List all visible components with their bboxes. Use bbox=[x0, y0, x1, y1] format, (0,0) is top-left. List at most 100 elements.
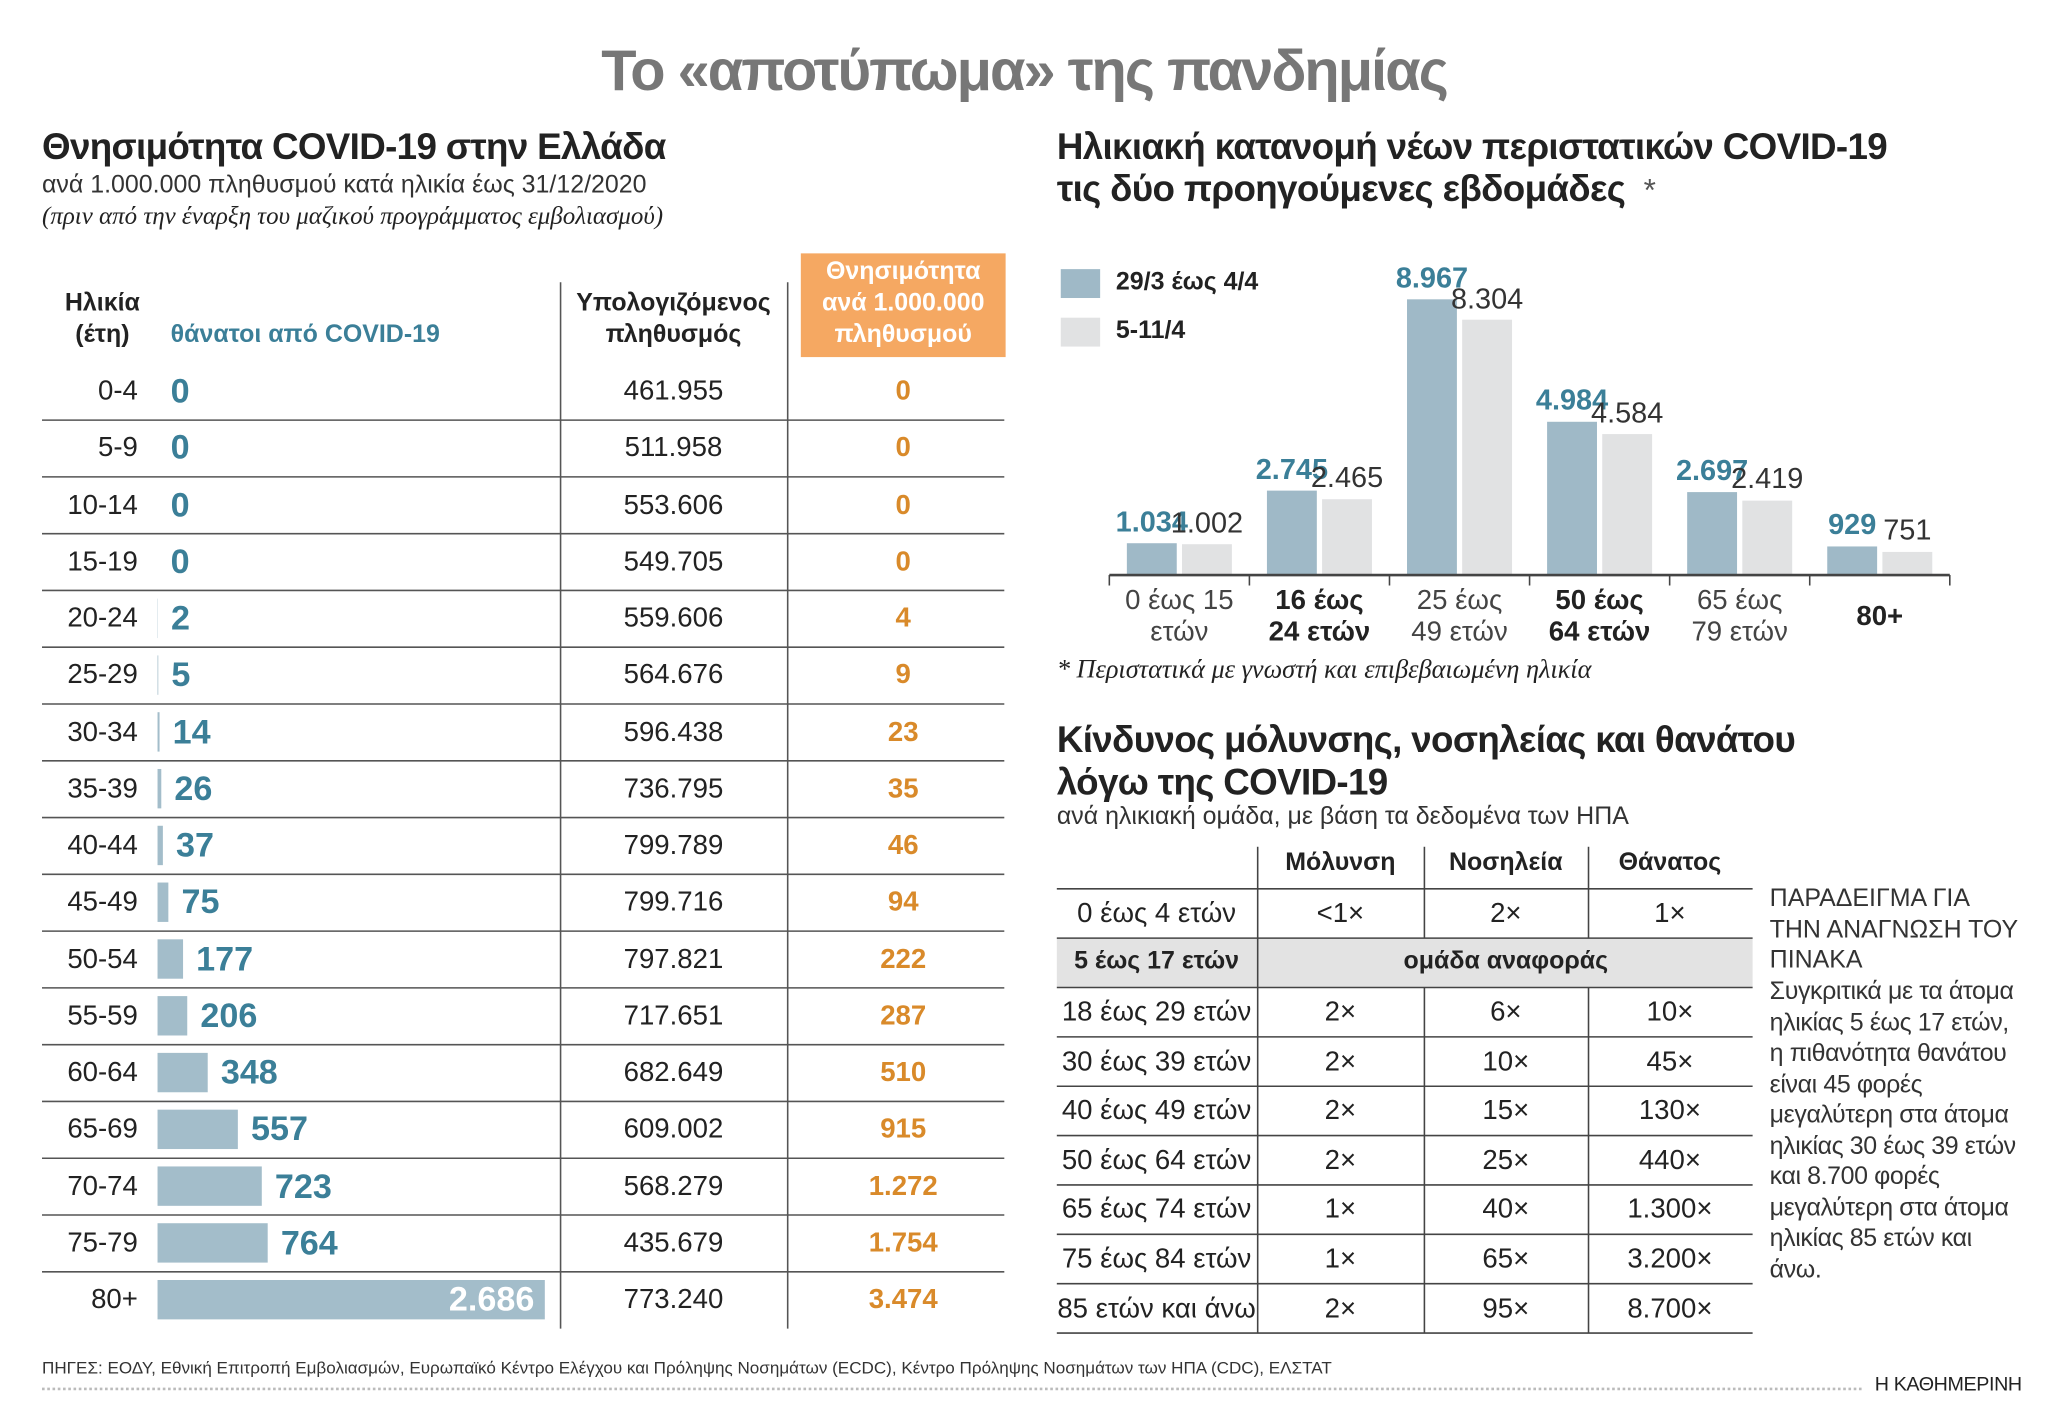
table-cell: 511.958 bbox=[624, 432, 723, 463]
table-cell: 3.474 bbox=[868, 1284, 938, 1315]
age-label: 65-69 bbox=[67, 1114, 138, 1145]
bar bbox=[1407, 299, 1457, 576]
bar bbox=[1882, 551, 1933, 576]
table-cell: <1× bbox=[1316, 898, 1365, 929]
table-title: Κίνδυνος μόλυνσης, νοσηλείας και θανάτου… bbox=[1056, 719, 1796, 803]
bar bbox=[157, 1223, 268, 1263]
value-label: 1.034 bbox=[1115, 504, 1188, 538]
value-label: 2.686 bbox=[448, 1279, 535, 1319]
table-cell: 0 bbox=[895, 432, 911, 463]
age-label: 75-79 bbox=[67, 1227, 138, 1258]
chart-subtitle: ανά 1.000.000 πληθυσμού κατά ηλικία έως … bbox=[42, 171, 647, 200]
column-header: πληθυσμός bbox=[605, 321, 742, 349]
value-label: 0 bbox=[170, 370, 190, 411]
legend-swatch bbox=[1060, 269, 1101, 299]
table-cell: 553.606 bbox=[623, 489, 724, 520]
reference-row bbox=[1056, 938, 1753, 988]
table-cell: 35 bbox=[887, 773, 919, 804]
table-cell: 5 έως 17 ετών bbox=[1074, 947, 1240, 976]
table-cell: 559.606 bbox=[623, 603, 724, 634]
category-header: Ηλικία bbox=[64, 289, 140, 318]
table-cell: 799.789 bbox=[623, 830, 724, 861]
table-cell: 510 bbox=[880, 1057, 927, 1088]
table-cell: 3.200× bbox=[1627, 1243, 1713, 1274]
age-label: 30-34 bbox=[67, 716, 138, 747]
age-label: 40-44 bbox=[67, 830, 138, 861]
value-label: 2.745 bbox=[1255, 452, 1329, 486]
table-cell: 2× bbox=[1490, 898, 1522, 929]
table-cell: 8.700× bbox=[1627, 1293, 1713, 1324]
table-cell: 0 bbox=[895, 375, 911, 407]
table-cell: 30 έως 39 ετών bbox=[1061, 1046, 1252, 1077]
main-title: Το «αποτύπωμα» της πανδημίας bbox=[601, 38, 1449, 104]
footnote: * Περιστατικά με γνωστή και επιβεβαιωμέν… bbox=[1056, 655, 1592, 684]
age-label: 10-14 bbox=[67, 489, 138, 520]
table-cell: 797.821 bbox=[623, 943, 724, 974]
table-cell: 2× bbox=[1324, 1095, 1357, 1126]
bar bbox=[157, 1052, 208, 1093]
table-cell: 9 bbox=[895, 659, 911, 691]
column-header: ανά 1.000.000 bbox=[821, 289, 985, 318]
age-label: 25-29 bbox=[67, 659, 138, 691]
age-label: 55-59 bbox=[67, 1000, 138, 1031]
table-cell: 1× bbox=[1654, 898, 1686, 929]
table-cell: 15× bbox=[1482, 1095, 1530, 1126]
bar bbox=[157, 1166, 262, 1206]
value-label: 37 bbox=[175, 824, 214, 865]
table-cell: 1× bbox=[1324, 1243, 1357, 1274]
table-cell: 717.651 bbox=[623, 1000, 724, 1031]
bar bbox=[157, 939, 184, 979]
value-label: 8.967 bbox=[1395, 260, 1469, 294]
bar bbox=[1462, 319, 1513, 576]
value-label: 5 bbox=[171, 654, 191, 695]
table-cell: 568.279 bbox=[623, 1170, 724, 1202]
example-heading: ΠΑΡΑΔΕΙΓΜΑ ΓΙΑ ΤΗΝ ΑΝΑΓΝΩΣΗ ΤΟΥ ΠΙΝΑΚΑ bbox=[1769, 884, 2018, 975]
value-label: 348 bbox=[220, 1052, 278, 1092]
bar bbox=[1687, 492, 1738, 576]
table-subtitle: ανά ηλικιακή ομάδα, με βάση τα δεδομένα … bbox=[1056, 802, 1629, 831]
table-cell: 435.679 bbox=[623, 1227, 724, 1258]
value-label: 14 bbox=[172, 711, 211, 751]
table-cell: 1.300× bbox=[1627, 1194, 1713, 1225]
table-cell: 440× bbox=[1638, 1145, 1701, 1176]
value-label: 177 bbox=[196, 938, 254, 978]
value-label: 0 bbox=[170, 484, 190, 524]
table-cell: 1.754 bbox=[868, 1227, 938, 1258]
age-label: 5-9 bbox=[97, 432, 138, 463]
table-cell: 682.649 bbox=[623, 1057, 724, 1088]
age-label: 35-39 bbox=[67, 773, 138, 804]
table-cell: 75 έως 84 ετών bbox=[1061, 1243, 1252, 1274]
legend-swatch bbox=[1060, 317, 1101, 347]
table-cell: 915 bbox=[880, 1114, 927, 1145]
x-tick-label: 0 έως 15 ετών bbox=[1125, 585, 1234, 648]
value-label: 929 bbox=[1828, 508, 1877, 541]
column-header: Νοσηλεία bbox=[1449, 848, 1563, 877]
table-cell: 10× bbox=[1646, 996, 1694, 1028]
age-label: 80+ bbox=[91, 1284, 138, 1315]
table-cell: 2× bbox=[1324, 1046, 1357, 1077]
column-header: Θνησιμότητα bbox=[825, 258, 981, 286]
table-cell: 50 έως 64 ετών bbox=[1061, 1145, 1252, 1176]
bar bbox=[1827, 546, 1878, 576]
header-fill bbox=[800, 253, 1006, 358]
value-label: 2 bbox=[170, 597, 190, 638]
table-cell: ομάδα αναφοράς bbox=[1403, 947, 1609, 976]
value-label: 4.584 bbox=[1591, 395, 1664, 429]
source: ΠΗΓΕΣ: ΕΟΔΥ, Εθνική Επιτροπή Εμβολιασμών… bbox=[42, 1357, 1332, 1378]
column-header: Υπολογιζόμενος bbox=[576, 289, 771, 318]
column-header: πληθυσμού bbox=[834, 321, 972, 349]
column-header: Μόλυνση bbox=[1285, 848, 1396, 877]
age-label: 15-19 bbox=[67, 546, 138, 577]
bar bbox=[157, 825, 163, 866]
age-label: 45-49 bbox=[67, 887, 138, 918]
value-label: 2.465 bbox=[1310, 460, 1384, 494]
value-label: 8.304 bbox=[1450, 281, 1524, 315]
value-label: 723 bbox=[274, 1165, 332, 1206]
x-tick-label: 50 έως 64 ετών bbox=[1548, 585, 1651, 648]
value-label: 751 bbox=[1883, 513, 1932, 547]
table-cell: 0 bbox=[895, 546, 911, 577]
table-cell: 10× bbox=[1482, 1046, 1530, 1077]
table-cell: 25× bbox=[1482, 1145, 1530, 1176]
bar bbox=[1126, 543, 1177, 576]
table-cell: 0 bbox=[895, 489, 911, 520]
